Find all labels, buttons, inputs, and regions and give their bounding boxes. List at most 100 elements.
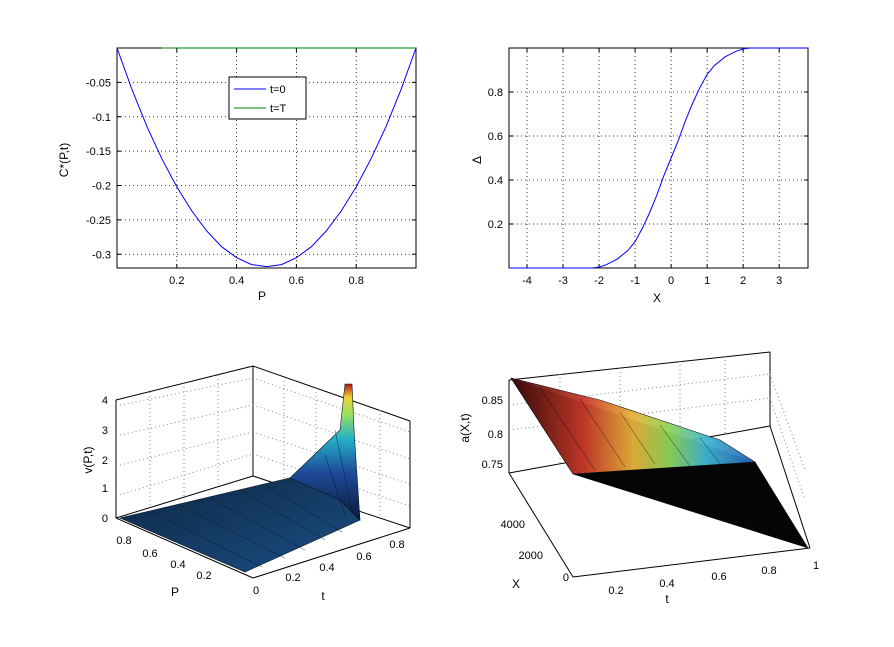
- y-tick-label: 0: [563, 572, 569, 584]
- z-tick-label: 3: [102, 425, 108, 437]
- tick-labels: 0 1 2 3 4 0.8 0.6 0.4 0.2 0 0.2 0.4 0.6 …: [102, 395, 405, 597]
- grid-line: [115, 377, 254, 407]
- y-tick-label: 0.6: [142, 548, 157, 560]
- x-tick-label: 0.4: [229, 275, 244, 287]
- x-tick-label: 0.6: [356, 551, 371, 563]
- mesh-line: [239, 489, 326, 541]
- legend-box: [228, 76, 307, 120]
- box-edge: [252, 527, 411, 579]
- surface-colored: [510, 377, 756, 475]
- surface-mesh: [539, 387, 723, 471]
- x-tick-label: 0.6: [711, 571, 726, 583]
- x-axis-label: P: [258, 289, 266, 303]
- y-tick-label: -0.05: [86, 77, 111, 89]
- surface-spike: [289, 383, 361, 521]
- mesh-line: [539, 387, 596, 471]
- x-tick-label: 0.2: [169, 275, 184, 287]
- x-axis-label: t: [665, 592, 669, 606]
- y-axis-label: C*(P,t): [57, 143, 71, 177]
- z-axis-label: v(P,t): [81, 446, 95, 473]
- x-tick-labels: 0.2 0.4 0.6 0.8: [169, 275, 364, 287]
- y-tick-label: -0.1: [92, 112, 111, 124]
- series-lines: [509, 47, 808, 269]
- x-tick-label: 3: [776, 275, 782, 287]
- subplot-c-star: 0.2 0.4 0.6 0.8 -0.05 -0.1 -0.15 -0.2 -0.25 -0.3…: [57, 47, 417, 303]
- mesh-line: [659, 424, 691, 467]
- z-tick-label: 0: [102, 513, 108, 525]
- x-axis-label: t: [321, 589, 325, 603]
- mesh-line: [264, 484, 343, 533]
- x-tick-label: 1: [813, 560, 819, 572]
- mesh-line: [324, 454, 346, 516]
- 3d-grid: [115, 375, 411, 517]
- series-lines: [116, 47, 417, 268]
- x-tick-label: -2: [594, 275, 604, 287]
- subplot-a-surface: 0.85 0.8 0.75 0 2000 4000 0.2 0.4 0.6 0.…: [458, 351, 819, 606]
- y-tick-label: -0.2: [92, 181, 111, 193]
- x-tick-label: 0.4: [319, 562, 334, 574]
- z-axis-label: a(X,t): [458, 413, 472, 442]
- x-tick-label: -4: [522, 275, 532, 287]
- y-tick-label: 0.6: [488, 131, 503, 143]
- y-tick-label: -0.3: [92, 249, 111, 261]
- legend: t=0 t=T: [228, 76, 307, 120]
- mesh-line: [209, 497, 306, 551]
- 3d-box: [508, 351, 811, 578]
- mesh-line: [334, 429, 353, 513]
- mesh-line: [149, 511, 263, 568]
- y-tick-labels: 0.2 0.4 0.6 0.8: [488, 87, 503, 231]
- x-tick-label: 0.4: [659, 578, 674, 590]
- tick-marks: [509, 48, 808, 268]
- series-line-0: [509, 47, 808, 269]
- y-tick-label: 0.8: [488, 87, 503, 99]
- y-axis-label: X: [512, 577, 520, 591]
- box-edge: [572, 547, 811, 578]
- y-tick-label: -0.15: [86, 146, 111, 158]
- y-tick-label: 0.2: [488, 219, 503, 231]
- y-tick-labels: -0.05 -0.1 -0.15 -0.2 -0.25 -0.3: [86, 77, 111, 261]
- x-tick-label: -1: [630, 275, 640, 287]
- surface-mesh: [149, 429, 353, 568]
- x-tick-label: 0.8: [389, 539, 404, 551]
- x-tick-label: 0: [253, 585, 259, 597]
- series-line-0: [116, 47, 417, 268]
- legend-label-tT: t=T: [270, 103, 286, 115]
- y-axis-label: P: [171, 585, 179, 599]
- x-axis-label: X: [653, 291, 661, 305]
- subplot-delta: -4 -3 -2 -1 0 1 2 3 0.2 0.4 0.6 0.8 X Δ: [470, 47, 809, 305]
- box-edge: [508, 472, 574, 578]
- mesh-line: [699, 437, 723, 467]
- z-tick-label: 1: [102, 483, 108, 495]
- tick-marks: [117, 48, 416, 268]
- x-tick-label: 0.2: [285, 572, 300, 584]
- y-tick-label: 2000: [519, 550, 543, 562]
- box-edge: [769, 425, 811, 549]
- plot-area: [508, 47, 809, 269]
- subplot-v-surface: 0 1 2 3 4 0.8 0.6 0.4 0.2 0 0.2 0.4 0.6 …: [81, 365, 411, 603]
- x-tick-labels: -4 -3 -2 -1 0 1 2 3: [522, 275, 782, 287]
- x-tick-label: 0.6: [289, 275, 304, 287]
- x-tick-label: 0.8: [349, 275, 364, 287]
- y-tick-label: 4000: [501, 519, 525, 531]
- z-tick-label: 0.8: [488, 429, 503, 441]
- z-tick-label: 2: [102, 455, 108, 467]
- x-tick-label: 0.8: [761, 565, 776, 577]
- y-tick-label: -0.25: [86, 215, 111, 227]
- tick-labels: 0.85 0.8 0.75 0 2000 4000 0.2 0.4 0.6 0.…: [482, 395, 819, 597]
- y-tick-label: 0.2: [196, 570, 211, 582]
- x-tick-label: 0.2: [608, 585, 623, 597]
- mesh-line: [619, 411, 656, 465]
- x-tick-label: -3: [558, 275, 568, 287]
- y-tick-label: 0.8: [116, 535, 131, 547]
- legend-label-t0: t=0: [270, 84, 286, 96]
- box-edge: [508, 351, 771, 381]
- grid: [509, 48, 808, 268]
- y-axis-label: Δ: [470, 156, 484, 164]
- z-tick-label: 0.75: [482, 459, 503, 471]
- x-tick-label: 1: [704, 275, 710, 287]
- z-tick-label: 4: [102, 395, 108, 407]
- box-edge: [115, 475, 254, 519]
- x-tick-label: 0: [668, 275, 674, 287]
- box-edge: [252, 365, 411, 422]
